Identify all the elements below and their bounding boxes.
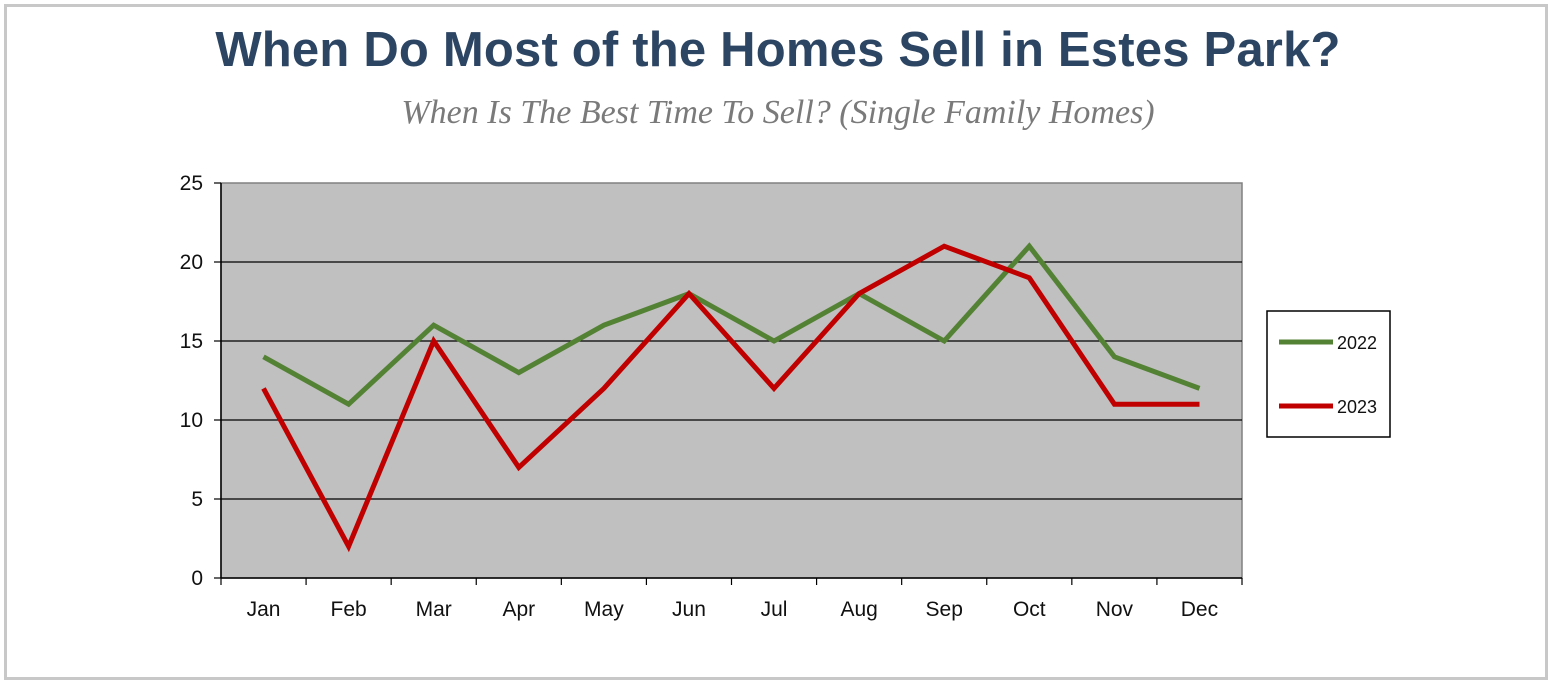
x-tick-label: Aug <box>840 598 877 621</box>
x-tick-label: Jan <box>247 598 281 621</box>
legend-label-2022: 2022 <box>1337 333 1377 353</box>
x-tick-label: Feb <box>331 598 367 621</box>
x-tick-label: Apr <box>502 598 535 621</box>
series-line-2022 <box>262 242 1201 408</box>
y-tick-label: 15 <box>180 330 203 353</box>
x-tick-label: May <box>584 598 624 621</box>
chart-title: When Do Most of the Homes Sell in Estes … <box>215 23 1341 77</box>
series-line-2023 <box>261 243 1200 553</box>
y-tick-label: 20 <box>180 251 203 274</box>
x-tick-label: Sep <box>926 598 963 621</box>
x-tick-label: Oct <box>1013 598 1046 621</box>
plot-area <box>220 182 1243 579</box>
y-tick-label: 25 <box>180 172 203 195</box>
legend-box <box>1266 310 1391 438</box>
y-tick-label: 0 <box>191 567 203 590</box>
chart-subtitle: When Is The Best Time To Sell? (Single F… <box>401 94 1155 131</box>
x-tick-label: Jul <box>761 598 788 621</box>
legend-label-2023: 2023 <box>1337 397 1377 417</box>
y-tick-label: 10 <box>180 409 203 432</box>
y-tick-label: 5 <box>191 488 203 511</box>
x-tick-label: Mar <box>416 598 452 621</box>
x-tick-label: Jun <box>672 598 706 621</box>
x-tick-label: Dec <box>1181 598 1218 621</box>
x-tick-label: Nov <box>1096 598 1134 621</box>
